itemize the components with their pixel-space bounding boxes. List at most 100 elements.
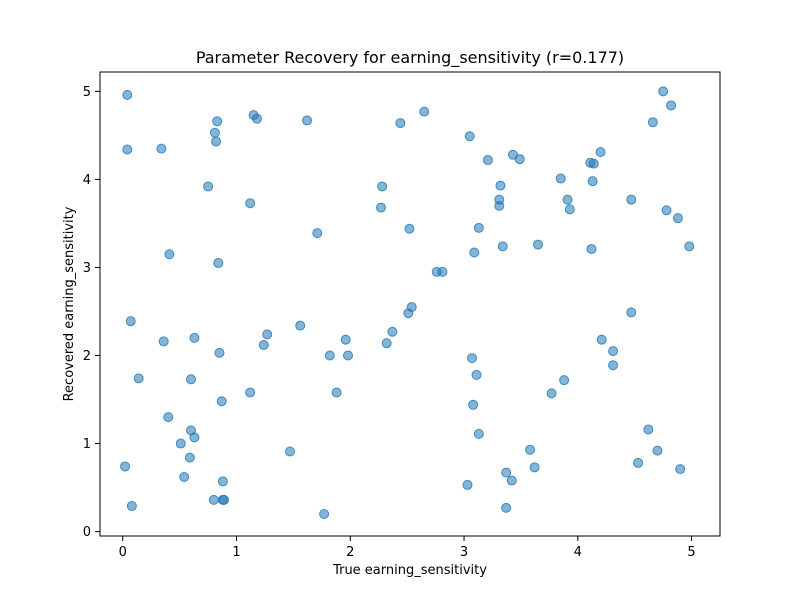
data-point-32 [258,339,269,350]
data-point-67 [501,467,512,478]
data-point-97 [672,213,683,224]
data-point-35 [295,320,306,331]
data-point-71 [514,154,525,165]
x-tick-label-2: 2 [346,545,354,560]
data-point-55 [464,131,475,142]
data-point-50 [406,302,417,313]
data-point-84 [595,147,606,158]
data-point-83 [588,158,599,169]
data-point-90 [633,457,644,468]
data-point-89 [626,307,637,318]
data-point-56 [467,353,477,364]
x-tick-label-5: 5 [687,545,695,560]
data-point-3 [125,316,136,327]
y-tick-label-5: 5 [83,85,91,100]
data-point-96 [666,100,677,111]
data-point-39 [324,350,335,361]
data-point-58 [469,247,480,258]
data-point-87 [608,360,619,371]
data-point-51 [419,106,430,117]
data-point-75 [546,388,557,399]
data-point-42 [343,350,353,361]
data-point-40 [331,387,342,398]
data-point-41 [340,334,351,345]
data-point-68 [501,502,512,513]
data-point-73 [529,462,540,473]
data-point-34 [284,446,295,457]
data-point-88 [626,194,637,205]
data-point-19 [209,127,220,138]
data-point-18 [208,494,219,505]
data-point-31 [251,113,262,124]
data-point-43 [375,202,386,213]
data-point-1 [122,144,133,155]
data-point-0 [122,89,133,100]
data-point-69 [506,475,517,486]
y-tick-label-1: 1 [83,437,91,452]
data-point-94 [658,86,669,97]
data-point-46 [387,326,398,337]
y-axis-ticks: 0 1 2 3 4 5 [83,85,100,540]
y-axis-label: Recovered earning_sensitivity [62,206,77,401]
data-point-22 [213,258,224,269]
data-point-59 [471,369,482,380]
data-point-29 [245,387,256,398]
data-point-49 [404,223,415,234]
data-point-79 [564,204,575,215]
data-point-66 [497,241,508,252]
x-tick-label-1: 1 [232,545,240,560]
data-point-81 [586,243,597,254]
y-tick-label-0: 0 [83,525,91,540]
data-point-82 [587,176,598,187]
data-point-10 [175,438,186,449]
y-tick-label-4: 4 [83,173,91,188]
data-point-65 [495,180,506,191]
data-point-53 [437,266,448,277]
x-tick-label-0: 0 [119,545,127,560]
data-point-2 [120,461,131,472]
data-point-4 [126,501,137,512]
x-axis-label: True earning_sensitivity [332,563,487,578]
x-tick-label-3: 3 [460,545,468,560]
data-point-21 [212,116,223,127]
x-tick-label-4: 4 [574,545,582,560]
data-point-11 [179,472,190,483]
data-point-15 [189,332,200,343]
data-point-99 [684,241,695,252]
data-point-76 [555,173,566,184]
data-point-95 [661,205,672,216]
data-point-6 [156,143,167,154]
data-point-33 [262,329,273,340]
data-point-64 [494,200,505,211]
data-point-16 [189,432,200,443]
data-point-14 [186,374,197,385]
y-tick-label-3: 3 [83,261,91,276]
data-point-37 [312,228,323,239]
data-point-8 [163,412,174,423]
data-point-24 [216,396,227,407]
data-point-17 [203,181,214,192]
data-point-60 [473,222,484,233]
data-point-61 [473,428,484,439]
data-point-7 [158,336,169,347]
y-tick-label-2: 2 [83,349,91,364]
data-point-92 [647,117,658,128]
data-point-77 [559,375,570,386]
data-point-86 [608,346,619,357]
data-point-57 [468,399,479,410]
data-point-9 [164,249,175,260]
data-point-91 [643,424,654,435]
data-point-45 [381,338,392,349]
data-point-12 [184,452,195,463]
data-point-25 [217,476,228,487]
data-point-27 [219,494,229,505]
data-point-23 [214,347,225,358]
data-point-47 [395,118,406,129]
data-point-28 [245,198,256,209]
points-layer [120,86,695,519]
data-point-74 [532,239,543,250]
data-point-38 [319,508,330,519]
plot-area-frame [99,71,721,537]
data-point-72 [525,444,536,455]
